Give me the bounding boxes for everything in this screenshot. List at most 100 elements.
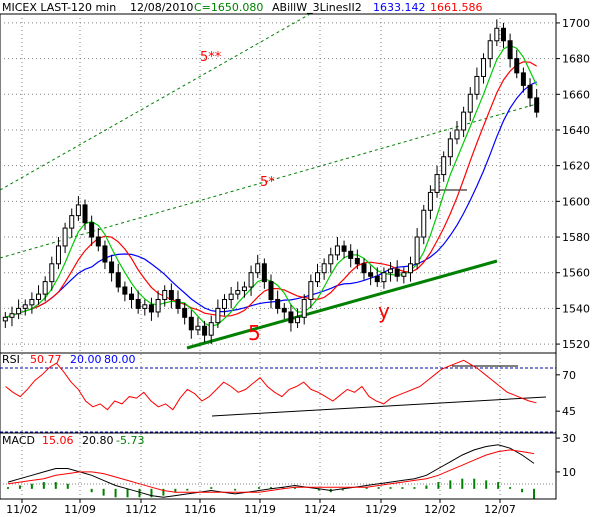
annotation-5: 5 xyxy=(248,321,261,345)
x-tick-label: 11/24 xyxy=(304,503,336,516)
price-tick-label: 1560 xyxy=(562,267,590,280)
lower-channel-line xyxy=(0,102,541,259)
macd-title: MACD xyxy=(2,434,35,447)
upper-channel-line xyxy=(0,13,311,191)
x-tick-label: 11/02 xyxy=(6,503,38,516)
candle-body xyxy=(69,215,75,229)
candle-body xyxy=(487,40,493,60)
candle-body xyxy=(361,263,367,274)
candle-body xyxy=(527,84,533,99)
candle-body xyxy=(82,204,88,224)
indicator-name-label: ABillW_3LinesII2 xyxy=(272,1,362,14)
candle-body xyxy=(467,93,473,113)
price-tick-label: 1580 xyxy=(562,231,590,244)
candle-body xyxy=(129,293,135,300)
macd-signal-value: 20.80 xyxy=(82,434,114,447)
candle-body xyxy=(142,304,148,309)
candle-body xyxy=(9,313,15,318)
candle-body xyxy=(162,290,168,300)
candle-body xyxy=(228,293,234,300)
candle-body xyxy=(22,304,28,309)
candle-body xyxy=(89,222,95,238)
candle-body xyxy=(348,250,354,259)
candle-body xyxy=(55,245,61,265)
date-label: 12/08/2010 xyxy=(130,1,193,14)
candle-body xyxy=(261,263,267,283)
candle-body xyxy=(308,281,314,300)
candle-body xyxy=(334,245,340,256)
candle-body xyxy=(514,58,520,74)
candle-body xyxy=(215,307,221,324)
x-tick-label: 11/09 xyxy=(64,503,96,516)
candle-body xyxy=(388,268,394,274)
candle-body xyxy=(255,263,261,274)
rsi-header: RSI 50.77 20.00 80.00 xyxy=(2,353,136,366)
candle-body xyxy=(49,263,55,283)
candle-body xyxy=(148,304,154,313)
macd-line xyxy=(7,444,535,498)
candle-body xyxy=(394,268,400,277)
candle-body xyxy=(268,281,274,300)
candle-body xyxy=(461,111,467,131)
close-label: C=1650.080 xyxy=(194,1,263,14)
price-tick-label: 1700 xyxy=(562,17,590,30)
candle-body xyxy=(481,58,487,77)
candle-body xyxy=(115,272,121,288)
rsi-tick-label: 70 xyxy=(562,369,576,382)
rsi-tick-label: 45 xyxy=(562,405,576,418)
candle-body xyxy=(321,263,327,274)
candle-body xyxy=(42,281,48,295)
candle-body xyxy=(295,316,301,324)
candle-body xyxy=(368,272,374,277)
candle-body xyxy=(62,227,68,247)
symbol-label: MICEX LAST-120 min xyxy=(2,1,116,14)
vertical-grid xyxy=(21,14,501,499)
candle-body xyxy=(248,272,254,288)
x-axis: 11/02 11/09 11/12 11/16 11/19 11/24 11/29 12/02… xyxy=(6,499,516,516)
price-axis: 1520 1540 1560 1580 1600 1620 1640 1660 1680 1700 xyxy=(556,17,590,351)
candle-body xyxy=(182,307,188,318)
candle-body xyxy=(314,272,320,283)
macd-tick-label: 10 xyxy=(562,466,576,479)
rsi-axis: 45 70 xyxy=(556,369,576,418)
candle-body xyxy=(341,245,347,252)
candle-body xyxy=(441,156,447,176)
support-trendline xyxy=(186,259,498,350)
candle-body xyxy=(454,129,460,140)
annotation-5-star: 5* xyxy=(260,175,275,190)
candle-body xyxy=(188,316,194,331)
candle-body xyxy=(208,322,214,336)
price-tick-label: 1680 xyxy=(562,53,590,66)
candle-body xyxy=(95,236,101,247)
rsi-low-level: 20.00 xyxy=(70,353,102,366)
macd-panel-frame xyxy=(0,432,557,500)
rsi-line xyxy=(5,359,537,411)
price-candles xyxy=(2,19,540,345)
candle-body xyxy=(122,286,128,295)
candle-body xyxy=(175,298,181,309)
candle-body xyxy=(374,275,380,283)
x-tick-label: 11/12 xyxy=(125,503,157,516)
candle-body xyxy=(427,191,433,211)
candle-body xyxy=(36,293,42,300)
x-tick-label: 11/19 xyxy=(244,503,276,516)
price-tick-label: 1520 xyxy=(562,338,590,351)
macd-hist-value: -5.73 xyxy=(116,434,144,447)
candle-body xyxy=(414,236,420,265)
candle-body xyxy=(381,272,387,283)
candle-body xyxy=(135,298,141,309)
candle-body xyxy=(520,72,526,86)
indicator-value-1: 1633.142 xyxy=(373,1,426,14)
candle-body xyxy=(275,298,281,309)
price-tick-label: 1660 xyxy=(562,88,590,101)
price-tick-label: 1600 xyxy=(562,195,590,208)
candle-body xyxy=(301,298,307,318)
candle-body xyxy=(195,325,201,331)
candle-body xyxy=(328,254,334,265)
price-tick-label: 1540 xyxy=(562,302,590,315)
annotation-y: y xyxy=(378,299,390,323)
candle-body xyxy=(109,261,115,274)
candle-body xyxy=(474,75,480,95)
candle-body xyxy=(155,298,161,313)
